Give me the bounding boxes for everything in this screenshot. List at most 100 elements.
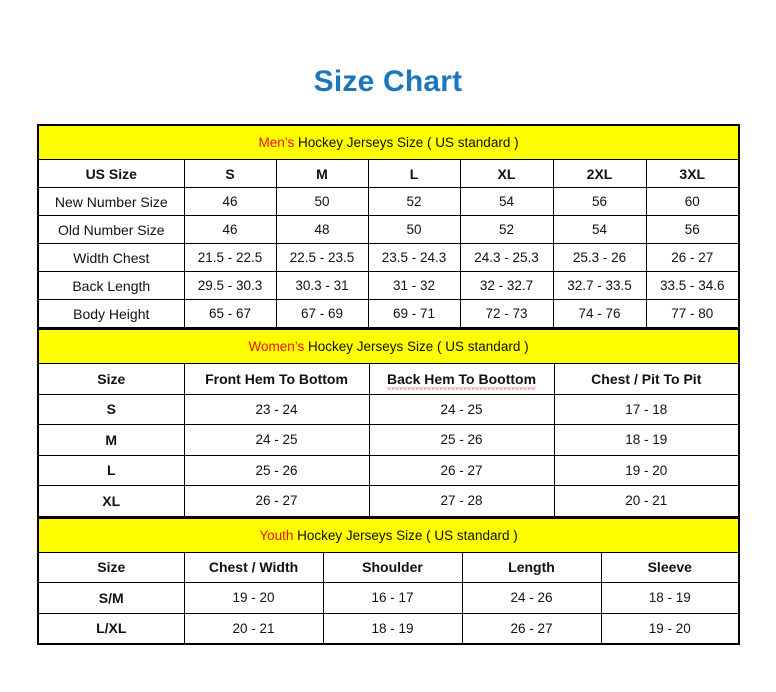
table-row: Width Chest 21.5 - 22.5 22.5 - 23.5 23.5…: [37, 243, 741, 272]
mens-cell: 26 - 27: [645, 243, 741, 272]
page-title: Size Chart: [313, 65, 463, 98]
womens-band-accent: Women’s: [248, 339, 305, 354]
youth-cell: 24 - 26: [461, 582, 602, 614]
mens-cell: 69 - 71: [367, 299, 461, 328]
mens-header-l: L: [367, 159, 461, 188]
youth-section-band: Youth Hockey Jerseys Size ( US standard …: [36, 517, 741, 553]
womens-cell: 17 - 18: [553, 393, 741, 425]
mens-cell: 33.5 - 34.6: [645, 271, 741, 300]
womens-header-size: Size: [37, 363, 185, 395]
table-row: Body Height 65 - 67 67 - 69 69 - 71 72 -…: [37, 299, 741, 328]
mens-cell: 21.5 - 22.5: [183, 243, 277, 272]
mens-cell: 22.5 - 23.5: [275, 243, 369, 272]
mens-cell: 72 - 73: [459, 299, 554, 328]
mens-cell: 24.3 - 25.3: [459, 243, 554, 272]
mens-cell: 32.7 - 33.5: [552, 271, 647, 300]
mens-header-xl: XL: [459, 159, 554, 188]
mens-row-label: Body Height: [37, 299, 185, 328]
mens-header-2xl: 2XL: [552, 159, 647, 188]
table-row: Old Number Size 46 48 50 52 54 56: [37, 215, 741, 244]
mens-cell: 46: [183, 187, 277, 216]
mens-cell: 54: [459, 187, 554, 216]
womens-header-back-hem-text: Back Hem To Boottom: [386, 370, 537, 390]
mens-cell: 50: [275, 187, 369, 216]
youth-cell: 26 - 27: [461, 612, 602, 645]
womens-row-label: L: [37, 454, 185, 486]
womens-band-cell: Women’s Hockey Jerseys Size ( US standar…: [36, 328, 741, 364]
womens-row-label: M: [37, 424, 185, 456]
mens-header-row: US Size S M L XL 2XL 3XL: [37, 159, 741, 188]
womens-cell: 25 - 26: [368, 424, 555, 456]
womens-section-band: Women’s Hockey Jerseys Size ( US standar…: [36, 328, 741, 364]
youth-header-chest-width: Chest / Width: [183, 551, 324, 583]
youth-band-rest: Hockey Jerseys Size ( US standard ): [293, 527, 518, 543]
mens-cell: 25.3 - 26: [552, 243, 647, 272]
womens-row-label: XL: [37, 485, 185, 517]
youth-cell: 19 - 20: [183, 582, 324, 614]
womens-header-chest: Chest / Pit To Pit: [553, 363, 741, 395]
mens-band-cell: Men’s Hockey Jerseys Size ( US standard …: [36, 124, 741, 160]
mens-cell: 56: [552, 187, 647, 216]
youth-cell: 19 - 20: [600, 612, 741, 645]
table-row: L/XL 20 - 21 18 - 19 26 - 27 19 - 20: [37, 612, 741, 645]
mens-cell: 74 - 76: [552, 299, 647, 328]
mens-cell: 30.3 - 31: [275, 271, 369, 300]
youth-cell: 20 - 21: [183, 612, 324, 645]
womens-header-front-hem: Front Hem To Bottom: [183, 363, 370, 395]
mens-cell: 52: [459, 215, 554, 244]
mens-cell: 31 - 32: [367, 271, 461, 300]
womens-size-table: Women’s Hockey Jerseys Size ( US standar…: [36, 328, 741, 517]
youth-size-table: Youth Hockey Jerseys Size ( US standard …: [36, 516, 741, 645]
mens-cell: 60: [645, 187, 741, 216]
mens-cell: 32 - 32.7: [459, 271, 554, 300]
mens-section-band: Men’s Hockey Jerseys Size ( US standard …: [36, 124, 741, 160]
womens-band-rest: Hockey Jerseys Size ( US standard ): [304, 339, 529, 354]
womens-cell: 27 - 28: [368, 485, 555, 517]
womens-cell: 23 - 24: [183, 393, 370, 425]
youth-cell: 18 - 19: [322, 612, 463, 645]
table-row: M 24 - 25 25 - 26 18 - 19: [37, 424, 741, 456]
womens-cell: 18 - 19: [553, 424, 741, 456]
mens-cell: 48: [275, 215, 369, 244]
mens-cell: 52: [367, 187, 461, 216]
mens-header-3xl: 3XL: [645, 159, 741, 188]
youth-cell: 16 - 17: [322, 582, 463, 614]
womens-header-row: Size Front Hem To Bottom Back Hem To Boo…: [37, 363, 741, 395]
mens-cell: 54: [552, 215, 647, 244]
mens-cell: 46: [183, 215, 277, 244]
mens-cell: 65 - 67: [183, 299, 277, 328]
mens-row-label: Width Chest: [37, 243, 185, 272]
mens-band-rest: Hockey Jerseys Size ( US standard ): [294, 135, 519, 150]
mens-cell: 29.5 - 30.3: [183, 271, 277, 300]
mens-cell: 56: [645, 215, 741, 244]
mens-header-s: S: [183, 159, 277, 188]
youth-band-accent: Youth: [259, 527, 294, 543]
youth-header-size: Size: [37, 551, 185, 583]
womens-cell: 26 - 27: [183, 485, 370, 517]
womens-cell: 26 - 27: [368, 454, 555, 486]
youth-band-cell: Youth Hockey Jerseys Size ( US standard …: [36, 517, 741, 553]
womens-row-label: S: [37, 393, 185, 425]
mens-row-label: Back Length: [37, 271, 185, 300]
table-row: Back Length 29.5 - 30.3 30.3 - 31 31 - 3…: [37, 271, 741, 300]
mens-cell: 23.5 - 24.3: [367, 243, 461, 272]
mens-row-label: Old Number Size: [37, 215, 185, 244]
mens-cell: 67 - 69: [275, 299, 369, 328]
youth-header-length: Length: [461, 551, 602, 583]
youth-header-shoulder: Shoulder: [322, 551, 463, 583]
table-row: XL 26 - 27 27 - 28 20 - 21: [37, 485, 741, 517]
mens-size-table: Men’s Hockey Jerseys Size ( US standard …: [36, 124, 741, 328]
table-row: S/M 19 - 20 16 - 17 24 - 26 18 - 19: [37, 582, 741, 614]
womens-cell: 20 - 21: [553, 485, 741, 517]
mens-cell: 50: [367, 215, 461, 244]
mens-header-us-size: US Size: [37, 159, 185, 188]
mens-band-accent: Men’s: [258, 135, 295, 150]
womens-header-back-hem: Back Hem To Boottom: [368, 363, 555, 395]
table-row: New Number Size 46 50 52 54 56 60: [37, 187, 741, 216]
womens-cell: 19 - 20: [553, 454, 741, 486]
youth-cell: 18 - 19: [600, 582, 741, 614]
table-row: S 23 - 24 24 - 25 17 - 18: [37, 393, 741, 425]
mens-header-m: M: [275, 159, 369, 188]
womens-cell: 24 - 25: [183, 424, 370, 456]
